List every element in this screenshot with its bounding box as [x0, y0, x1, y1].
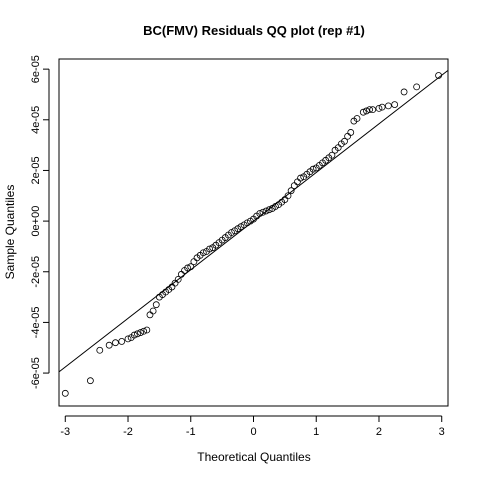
data-point: [363, 107, 370, 115]
x-tick-label: 2: [376, 426, 382, 438]
data-point: [400, 88, 408, 96]
data-point: [86, 377, 94, 385]
data-point: [105, 341, 113, 349]
data-point: [375, 104, 383, 112]
data-point: [309, 165, 317, 173]
data-point: [112, 339, 119, 347]
data-point: [259, 208, 267, 216]
x-tick-label: 0: [250, 426, 256, 438]
x-tick-label: 1: [313, 426, 319, 438]
data-point: [353, 115, 361, 122]
data-point: [391, 101, 399, 108]
x-axis-title: Theoretical Quantiles: [197, 450, 310, 464]
data-point: [118, 338, 126, 345]
data-point: [130, 331, 138, 339]
data-point: [287, 187, 295, 195]
data-point: [140, 327, 148, 335]
data-point: [265, 206, 273, 214]
data-point: [184, 264, 192, 272]
data-point: [435, 72, 442, 79]
data-point: [369, 106, 377, 114]
data-point: [262, 207, 270, 215]
data-point: [206, 245, 213, 253]
data-point: [61, 389, 69, 397]
data-point: [384, 102, 392, 110]
x-tick-label: 3: [439, 426, 445, 438]
data-points: [61, 72, 442, 397]
data-point: [413, 83, 421, 91]
data-point: [378, 103, 386, 111]
data-point: [124, 335, 132, 343]
chart-title: BC(FMV) Residuals QQ plot (rep #1): [143, 23, 365, 38]
y-axis-title: Sample Quantiles: [3, 185, 17, 280]
y-tick-label: 4e-05: [30, 106, 42, 134]
y-tick-label: 6e-05: [30, 55, 42, 83]
data-point: [297, 174, 304, 182]
data-point: [96, 346, 104, 354]
data-point: [152, 301, 160, 309]
y-tick-label: -2e-05: [30, 256, 42, 288]
y-tick-label: -4e-05: [30, 307, 42, 339]
x-tick-label: -1: [186, 426, 196, 438]
data-point: [341, 137, 348, 145]
x-tick-label: -2: [123, 426, 133, 438]
data-point: [174, 275, 182, 283]
data-point: [149, 307, 157, 315]
y-axis: -6e-05 -4e-05 -2e-05 0e+00 2e-05 4e-05 6e-05: [30, 55, 50, 389]
data-point: [284, 192, 292, 200]
data-point: [256, 210, 264, 217]
data-point: [143, 326, 151, 334]
data-point: [359, 108, 367, 116]
x-axis: -3 -2 -1 0 1 2 3: [60, 415, 445, 438]
x-tick-label: -3: [60, 426, 70, 438]
data-point: [137, 329, 144, 336]
data-point: [347, 129, 355, 136]
data-point: [328, 151, 336, 159]
data-point: [187, 263, 195, 271]
data-point: [199, 249, 207, 257]
data-point: [134, 330, 141, 338]
y-tick-label: 0e+00: [30, 206, 42, 237]
data-point: [366, 106, 373, 114]
y-tick-label: 2e-05: [30, 156, 42, 184]
y-tick-label: -6e-05: [30, 357, 42, 389]
plot-frame: [58, 58, 449, 407]
